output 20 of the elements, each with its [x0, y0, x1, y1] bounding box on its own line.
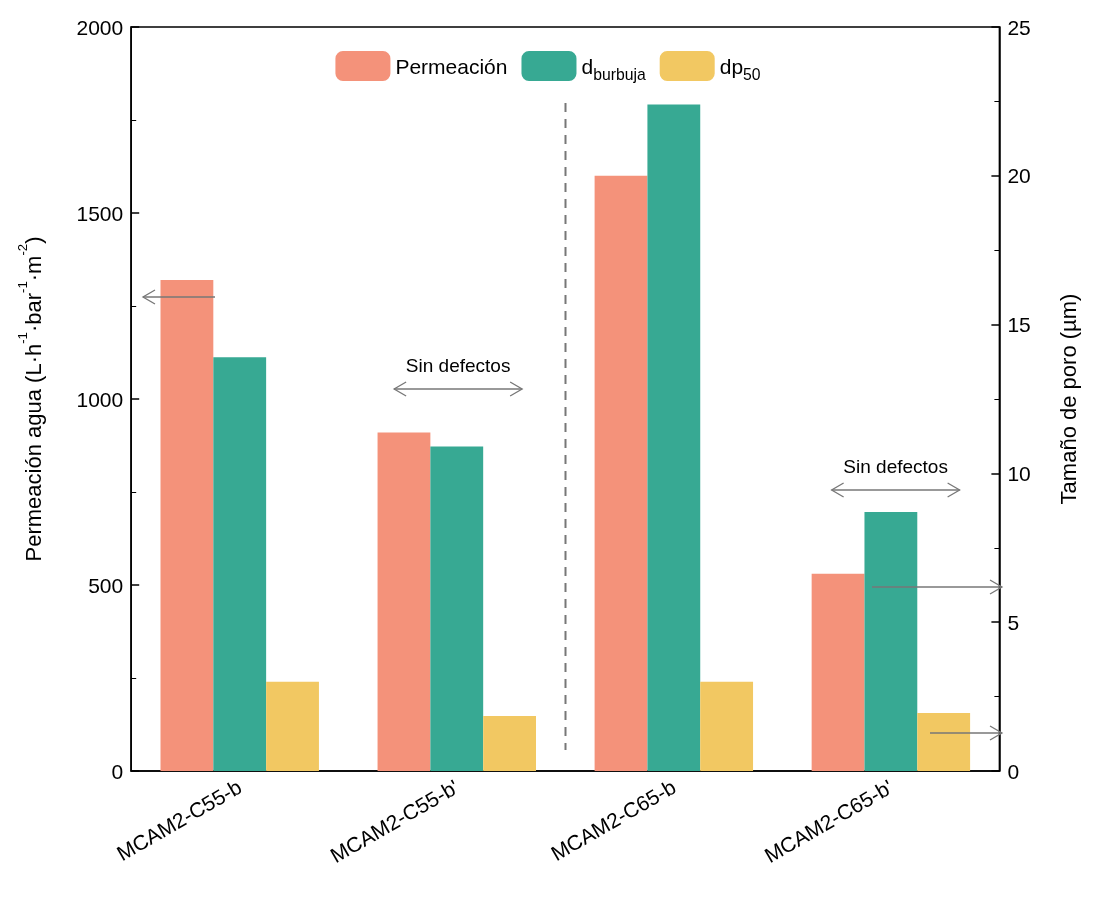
y2-tick-label: 5 — [1007, 610, 1020, 634]
y-axis-title: Permeación agua (L·h-1·bar-1·m-2) — [15, 236, 47, 562]
bar — [266, 681, 319, 771]
y-tick-label: 500 — [88, 573, 124, 597]
annotation: Sin defectos — [843, 455, 948, 477]
bar — [700, 681, 754, 771]
annotation: Sin defectos — [405, 354, 511, 376]
y-tick-label: 1500 — [76, 201, 124, 225]
legend-label: Permeación — [395, 54, 508, 78]
y2-tick-label: 25 — [1007, 15, 1031, 39]
y-tick-label: 0 — [111, 759, 124, 783]
y-tick-label: 2000 — [76, 15, 124, 39]
bar — [917, 712, 971, 771]
y2-tick-label: 10 — [1007, 461, 1031, 485]
y2-tick-label: 15 — [1007, 313, 1031, 337]
y2-tick-label: 20 — [1007, 164, 1031, 188]
y2-tick-label: 0 — [1007, 759, 1020, 783]
y-tick-label: 1000 — [76, 387, 124, 411]
bar — [483, 715, 536, 771]
y2-axis-title: Tamaño de poro (µm) — [1056, 293, 1082, 505]
